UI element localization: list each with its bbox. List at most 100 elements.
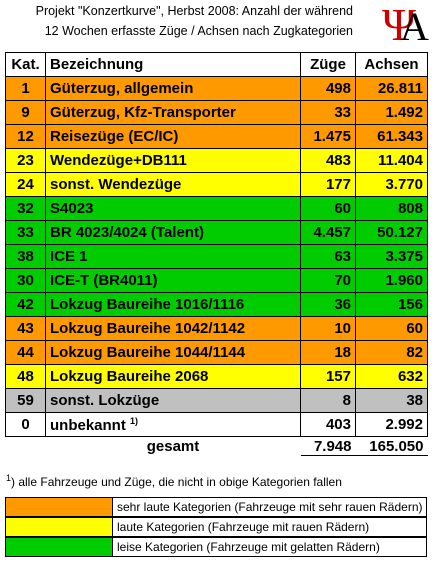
table-cell: sonst. Wendezüge [45, 172, 301, 197]
spacer [6, 437, 46, 456]
table-cell: 70 [300, 268, 356, 293]
legend-swatch [6, 498, 113, 516]
cell-text: 33 [17, 224, 34, 241]
table-cell: 4.457 [300, 220, 356, 245]
cell-text: 498 [325, 80, 351, 97]
table-cell: 44 [5, 340, 46, 365]
cell-text: 42 [17, 296, 34, 313]
cell-text: 11.404 [377, 152, 423, 169]
table-cell: 1 [5, 76, 46, 101]
cell-text: 2.992 [385, 416, 423, 433]
table-cell: 2.992 [355, 412, 428, 437]
legend-item: leise Kategorien (Fahrzeuge mit gelatten… [5, 537, 427, 557]
table-cell: 43 [5, 316, 46, 341]
footnote-ref: 1) [130, 415, 139, 426]
table-cell: 9 [5, 100, 46, 125]
cell-text: Reisezüge (EC/IC) [50, 128, 179, 145]
cell-text: 12 [17, 128, 34, 145]
table-cell: 177 [300, 172, 356, 197]
table-row: 30 ICE-T (BR4011) 70 1.960 [5, 268, 428, 293]
cell-text: 1.492 [385, 104, 423, 121]
table-cell: 808 [355, 196, 428, 221]
table-row: 38 ICE 1 63 3.375 [5, 244, 428, 269]
table-row: 0 unbekannt 1) 403 2.992 [5, 412, 428, 437]
table-cell: 1.492 [355, 100, 428, 125]
table-row: 33 BR 4023/4024 (Talent) 4.457 50.127 [5, 220, 428, 245]
cell-text: sonst. Lokzüge [50, 392, 160, 409]
cell-text: unbekannt [50, 416, 126, 434]
cell-text: 48 [17, 368, 34, 385]
table-row: 44 Lokzug Baureihe 1044/1144 18 82 [5, 340, 428, 365]
table-cell: 26.811 [355, 76, 428, 101]
cell-text: BR 4023/4024 (Talent) [50, 224, 204, 241]
table-cell: 156 [355, 292, 428, 317]
table-cell: Güterzug, Kfz-Transporter [45, 100, 301, 125]
cell-text: 43 [17, 320, 34, 337]
cell-text: 0 [21, 416, 30, 433]
table-cell: 483 [300, 148, 356, 173]
cell-text: 177 [325, 176, 351, 193]
column-header: Züge [300, 52, 356, 77]
total-label: gesamt [146, 437, 200, 455]
table-row: 1 Güterzug, allgemein 498 26.811 [5, 76, 428, 101]
table-cell: Lokzug Baureihe 1044/1144 [45, 340, 301, 365]
cell-text: 18 [334, 344, 351, 361]
table-cell: sonst. Lokzüge [45, 388, 301, 413]
table-cell: Reisezüge (EC/IC) [45, 124, 301, 149]
cell-text: ICE-T (BR4011) [50, 272, 158, 289]
table-cell: 38 [5, 244, 46, 269]
cell-text: 38 [17, 248, 34, 265]
table-cell: 632 [355, 364, 428, 389]
table-cell: 3.770 [355, 172, 428, 197]
cell-text: 1.960 [385, 272, 423, 289]
table-cell: 11.404 [355, 148, 428, 173]
total-value: 7.948 [300, 436, 356, 456]
table-cell: 33 [5, 220, 46, 245]
table-cell: 24 [5, 172, 46, 197]
cell-text: 10 [334, 320, 351, 337]
table-cell: 32 [5, 196, 46, 221]
cell-text: 3.770 [385, 176, 423, 193]
title-line: 12 Wochen erfasste Züge / Achsen nach Zu… [44, 24, 353, 38]
table-cell: 3.375 [355, 244, 428, 269]
cell-text: 60 [334, 200, 351, 217]
footnote-text: ) alle Fahrzeuge und Züge, die nicht in … [11, 475, 342, 489]
cell-text: Güterzug, allgemein [50, 80, 194, 97]
table-cell: 33 [300, 100, 356, 125]
cell-text: 403 [325, 416, 351, 433]
total-value: 165.050 [355, 436, 428, 456]
cell-text: 1 [21, 80, 30, 97]
cell-text: Lokzug Baureihe 1042/1142 [50, 320, 246, 337]
logo-symbol: Ψ [382, 0, 416, 46]
title-line: Projekt "Konzertkurve", Herbst 2008: Anz… [35, 4, 353, 18]
table-cell: 157 [300, 364, 356, 389]
table-cell: 23 [5, 148, 46, 173]
table-cell: 38 [355, 388, 428, 413]
legend-swatch [6, 538, 113, 556]
cell-text: sonst. Wendezüge [50, 176, 182, 193]
cell-text: 82 [406, 344, 423, 361]
cell-text: 23 [17, 152, 34, 169]
cell-text: Güterzug, Kfz-Transporter [50, 104, 236, 121]
table-cell: 403 [300, 412, 356, 437]
table-cell: Wendezüge+DB111 [45, 148, 301, 173]
table-row: 24 sonst. Wendezüge 177 3.770 [5, 172, 428, 197]
cell-text: Wendezüge+DB111 [50, 152, 187, 169]
table-row: 42 Lokzug Baureihe 1016/1116 36 156 [5, 292, 428, 317]
legend-text: leise Kategorien (Fahrzeuge mit gelatten… [117, 540, 380, 554]
cell-text: 1.475 [313, 128, 351, 145]
table-cell: 36 [300, 292, 356, 317]
table-cell: 0 [5, 412, 46, 437]
table-cell: 30 [5, 268, 46, 293]
cell-text: 44 [17, 344, 34, 361]
cell-text: 24 [17, 176, 34, 193]
table-cell: 59 [5, 388, 46, 413]
cell-text: Lokzug Baureihe 1044/1144 [50, 344, 246, 361]
table-cell: 60 [355, 316, 428, 341]
table-cell: 18 [300, 340, 356, 365]
table-cell: unbekannt 1) [45, 412, 301, 437]
table-row: 32 S4023 60 808 [5, 196, 428, 221]
legend-swatch [6, 518, 113, 536]
legend-text: sehr laute Kategorien (Fahrzeuge mit seh… [117, 500, 423, 514]
